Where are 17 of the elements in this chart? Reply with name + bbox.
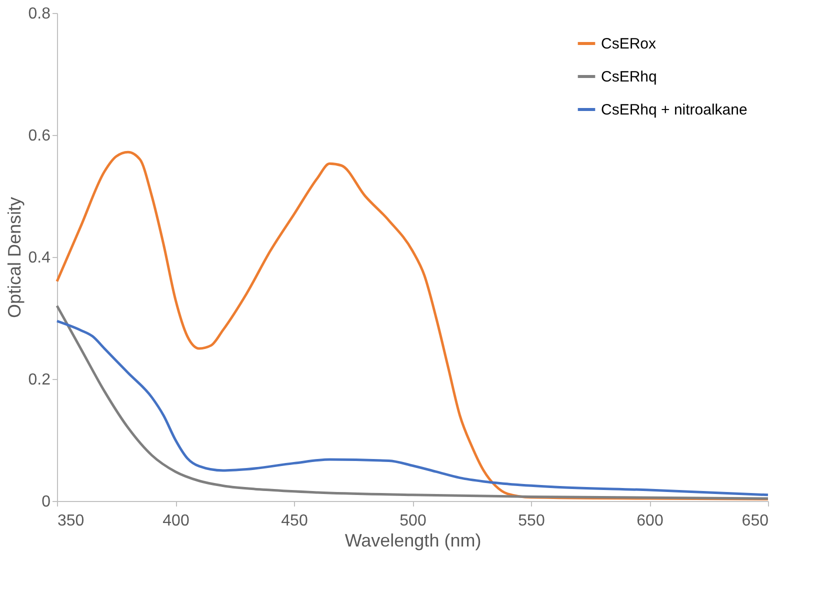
x-tick-label: 650 [742, 512, 769, 530]
legend-label: CsERhq + nitroalkane [601, 102, 748, 118]
x-tick-label: 600 [636, 512, 664, 530]
legend-label: CsERox [601, 36, 657, 52]
x-tick-label: 500 [400, 512, 426, 530]
x-tick-label: 550 [518, 512, 545, 530]
legend-label: CsERhq [601, 68, 657, 86]
y-tick-label: 0 [42, 494, 51, 510]
x-tick-label: 450 [281, 512, 308, 530]
y-axis-title: Optical Density [4, 196, 24, 318]
y-tick-label: 0.2 [28, 372, 51, 388]
y-tick-label: 0.6 [28, 128, 51, 144]
x-tick-label: 350 [58, 512, 84, 530]
y-tick-label: 0.4 [28, 250, 51, 266]
y-tick-label: 0.8 [28, 6, 51, 22]
x-axis-title: Wavelength (nm) [344, 530, 482, 550]
x-tick-label: 400 [162, 512, 190, 530]
